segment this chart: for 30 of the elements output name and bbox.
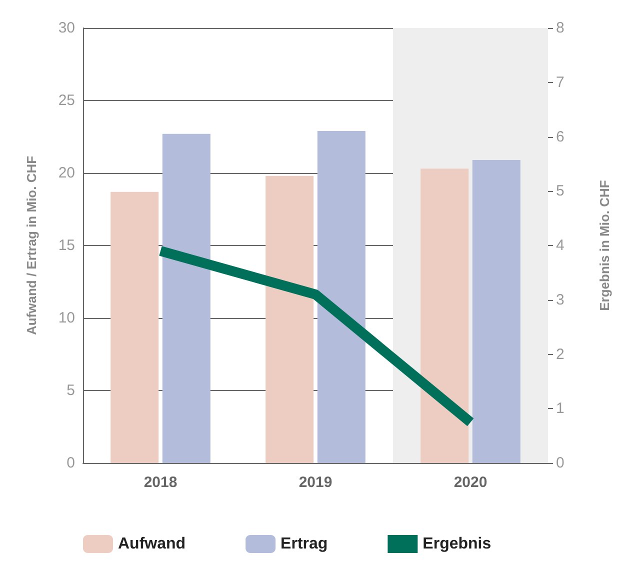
x-tick-label: 2018 (144, 474, 178, 491)
y2-tick-label: 0 (556, 454, 564, 472)
legend-label: Ertrag (280, 536, 328, 552)
y-tick-label: 15 (58, 237, 75, 254)
y-axis-title: Aufwand / Ertrag in Mio. CHF (24, 156, 39, 336)
y-tick-label: 30 (58, 20, 75, 36)
bar (266, 176, 314, 463)
y2-tick-label: 8 (556, 20, 564, 36)
y2-tick-label: 4 (556, 237, 564, 254)
y-tick-label: 10 (58, 310, 75, 326)
y2-tick-label: 7 (556, 74, 564, 91)
y2-tick-label: 3 (556, 291, 564, 308)
y2-tick-label: 1 (556, 400, 564, 418)
bar (317, 130, 366, 463)
y-tick-label: 25 (58, 92, 75, 109)
y-tick-label: 0 (66, 454, 75, 472)
bar (162, 134, 210, 463)
x-tick-label: 2020 (454, 474, 488, 491)
y2-tick-label: 6 (556, 128, 564, 146)
legend-label: Aufwand (118, 536, 186, 552)
bar (472, 160, 520, 463)
bar (110, 192, 159, 463)
y2-tick-label: 2 (556, 346, 564, 363)
y2-tick-label: 5 (556, 182, 564, 200)
y2-axis-title: Ergebnis in Mio. CHF (597, 180, 612, 311)
x-tick-label: 2019 (298, 474, 332, 491)
y-tick-label: 20 (58, 164, 75, 182)
bar (420, 168, 469, 463)
y-tick-label: 5 (66, 382, 75, 399)
legend-label: Ergebnis (422, 536, 492, 552)
